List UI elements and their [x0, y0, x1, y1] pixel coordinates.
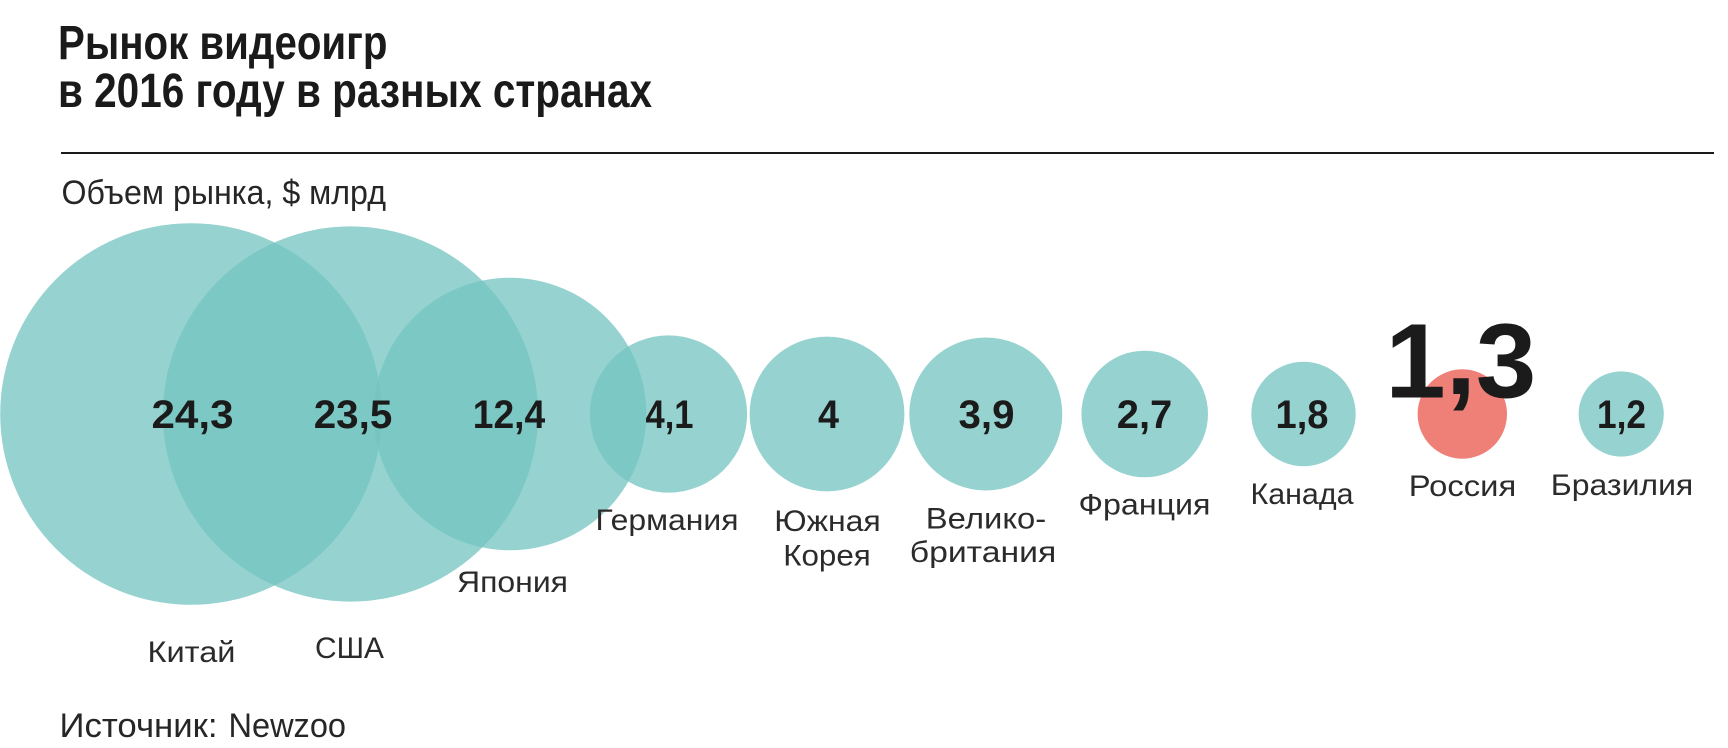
svg-text:Германия: Германия [596, 504, 739, 537]
svg-text:Бразилия: Бразилия [1551, 469, 1694, 502]
svg-text:Рынок видеоигр: Рынок видеоигр [58, 17, 388, 70]
svg-text:2,7: 2,7 [1117, 393, 1173, 437]
svg-text:Велико-: Велико- [926, 503, 1047, 536]
svg-text:1,8: 1,8 [1276, 393, 1329, 437]
svg-text:12,4: 12,4 [473, 393, 546, 437]
svg-text:Newzoo: Newzoo [229, 707, 347, 745]
svg-text:4,1: 4,1 [646, 393, 694, 437]
svg-text:Объем рынка, $ млрд: Объем рынка, $ млрд [62, 174, 387, 212]
svg-text:Источник:: Источник: [60, 707, 218, 745]
svg-text:Франция: Франция [1079, 489, 1211, 522]
svg-text:США: США [315, 632, 384, 665]
svg-text:в 2016 году в разных странах: в 2016 году в разных странах [58, 65, 652, 118]
svg-text:Южная: Южная [774, 505, 881, 538]
svg-text:Россия: Россия [1409, 470, 1517, 503]
svg-text:Корея: Корея [783, 539, 871, 572]
svg-text:1,2: 1,2 [1597, 393, 1646, 437]
svg-text:1,3: 1,3 [1385, 299, 1536, 421]
svg-text:24,3: 24,3 [152, 393, 234, 437]
svg-text:Китай: Китай [148, 636, 236, 669]
svg-text:Япония: Япония [457, 566, 568, 599]
svg-text:23,5: 23,5 [314, 393, 393, 437]
svg-text:Канада: Канада [1251, 478, 1354, 511]
svg-text:3,9: 3,9 [959, 393, 1015, 437]
svg-text:4: 4 [818, 393, 840, 437]
svg-text:британия: британия [910, 536, 1057, 569]
